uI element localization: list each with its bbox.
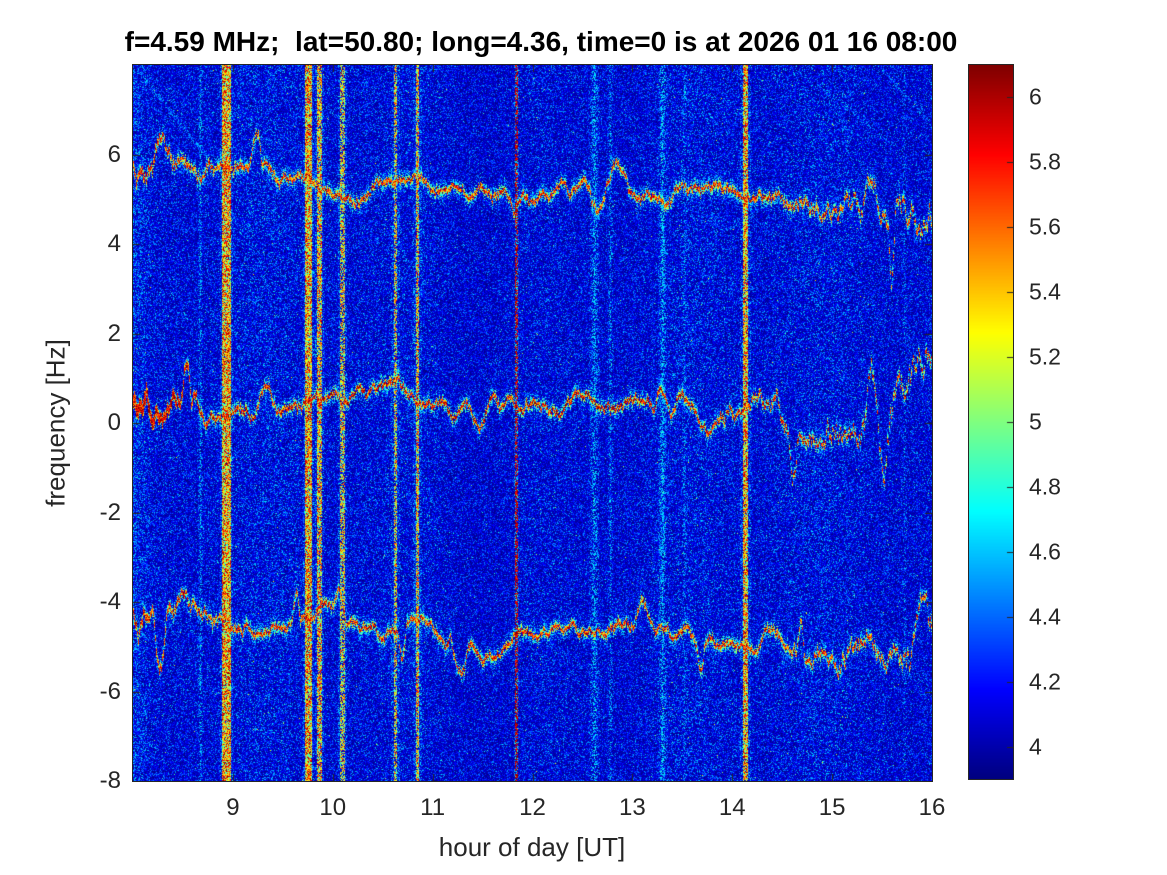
y-tick-label: 4 [107, 230, 121, 257]
y-tick-label: -6 [99, 677, 121, 705]
x-tick-label: 11 [420, 794, 446, 821]
y-axis-label: frequency [Hz] [40, 339, 71, 507]
colorbar-tick-label: 5 [1029, 408, 1042, 435]
colorbar-tick-label: 6 [1029, 83, 1042, 110]
y-tick-label: 0 [107, 409, 121, 436]
y-tick-label: -2 [99, 498, 121, 526]
x-tick-label: 14 [718, 794, 746, 821]
plot-area [132, 64, 933, 782]
colorbar-canvas [969, 65, 1013, 779]
chart-title: f=4.59 MHz; lat=50.80; long=4.36, time=0… [124, 26, 958, 57]
y-tick-label: 2 [107, 319, 121, 347]
y-tick-label: 6 [107, 140, 121, 168]
x-axis-label: hour of day [UT] [438, 832, 626, 862]
colorbar-tick-label: 5.2 [1029, 343, 1061, 370]
colorbar-tick-label: 4.8 [1029, 473, 1061, 500]
x-tick-label: 12 [519, 794, 546, 821]
colorbar [968, 64, 1014, 780]
colorbar-tick-label: 5.4 [1029, 278, 1061, 305]
colorbar-tick-label: 5.6 [1029, 213, 1061, 240]
y-tick-label: -4 [99, 588, 121, 615]
colorbar-tick-label: 4.2 [1029, 668, 1061, 695]
x-tick-label: 10 [319, 794, 347, 821]
spectrogram-canvas[interactable] [133, 65, 932, 781]
x-tick-label: 15 [818, 794, 846, 821]
y-tick-label: -8 [99, 767, 121, 794]
colorbar-tick-label: 4.4 [1029, 603, 1061, 630]
x-tick-label: 13 [619, 794, 646, 821]
x-tick-label: 9 [226, 794, 240, 821]
x-tick-label: 16 [918, 794, 946, 821]
colorbar-tick-label: 4.6 [1029, 538, 1061, 565]
colorbar-tick-label: 5.8 [1029, 148, 1061, 175]
colorbar-tick-label: 4 [1029, 733, 1042, 760]
